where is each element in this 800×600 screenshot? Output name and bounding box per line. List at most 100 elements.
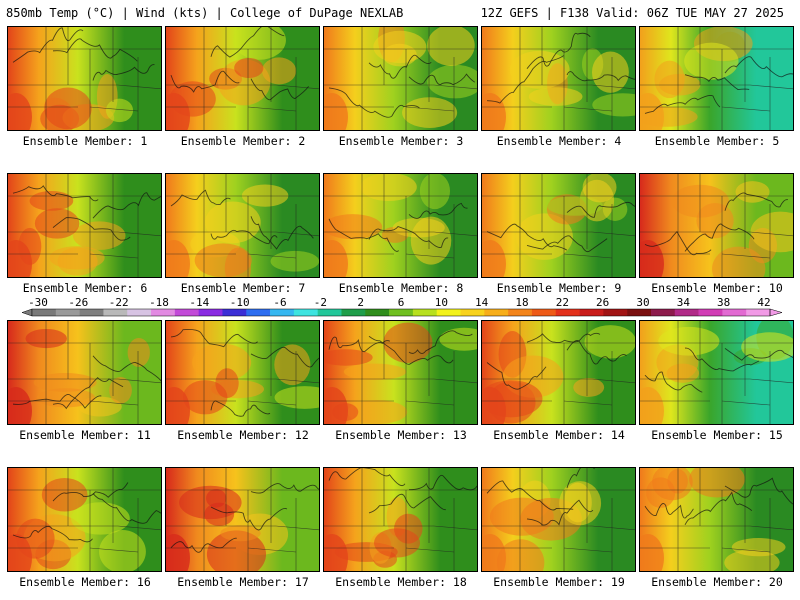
colorbar-tick-label: -22 <box>109 296 129 309</box>
ensemble-member-label: Ensemble Member: 7 <box>180 281 306 295</box>
colorbar-segment <box>32 309 57 316</box>
ensemble-map-panel <box>481 467 636 572</box>
colorbar-tick-label: 22 <box>556 296 569 309</box>
colorbar-segment <box>365 309 390 316</box>
colorbar-segment <box>722 309 747 316</box>
ensemble-map-panel <box>481 320 636 425</box>
colorbar-segment <box>436 309 461 316</box>
colorbar-segment <box>389 309 414 316</box>
colorbar-segment <box>484 309 509 316</box>
ensemble-member-label: Ensemble Member: 20 <box>651 575 783 589</box>
temperature-field-map <box>166 468 319 571</box>
temperature-field-map <box>640 174 793 277</box>
colorbar-segment <box>627 309 652 316</box>
temperature-field-map <box>324 468 477 571</box>
ensemble-member-label: Ensemble Member: 19 <box>493 575 625 589</box>
temperature-field-map <box>324 27 477 130</box>
colorbar-tick-label: 6 <box>398 296 405 309</box>
colorbar-tick-label: 10 <box>435 296 448 309</box>
temperature-field-map <box>324 174 477 277</box>
ensemble-map-panel <box>323 173 478 278</box>
colorbar-tick-label: 30 <box>636 296 649 309</box>
ensemble-map-panel <box>639 467 794 572</box>
ensemble-map-panel <box>639 26 794 131</box>
ensemble-map-panel <box>639 320 794 425</box>
ensemble-member-label: Ensemble Member: 14 <box>493 428 625 442</box>
ensemble-member-label: Ensemble Member: 8 <box>338 281 464 295</box>
temperature-field-map <box>482 174 635 277</box>
temperature-field-map <box>640 321 793 424</box>
colorbar-tick-label: -14 <box>189 296 209 309</box>
temperature-field-map <box>8 27 161 130</box>
ensemble-map-panel <box>323 467 478 572</box>
ensemble-member-label: Ensemble Member: 16 <box>19 575 151 589</box>
ensemble-member-label: Ensemble Member: 6 <box>22 281 148 295</box>
ensemble-map-panel <box>7 320 162 425</box>
ensemble-member-label: Ensemble Member: 3 <box>338 134 464 148</box>
ensemble-member-label: Ensemble Member: 9 <box>496 281 622 295</box>
colorbar-segment <box>103 309 128 316</box>
ensemble-map-panel <box>165 467 320 572</box>
ensemble-member-label: Ensemble Member: 2 <box>180 134 306 148</box>
ensemble-member-label: Ensemble Member: 5 <box>654 134 780 148</box>
ensemble-member-label: Ensemble Member: 18 <box>335 575 467 589</box>
colorbar-tick-label: -6 <box>273 296 286 309</box>
temperature-field-map <box>640 468 793 571</box>
colorbar-segment <box>127 309 152 316</box>
colorbar-segment <box>79 309 104 316</box>
colorbar-tick-label: 2 <box>357 296 364 309</box>
map-title: 850mb Temp (°C) | Wind (kts) | College o… <box>6 6 404 20</box>
ensemble-member-label: Ensemble Member: 15 <box>651 428 783 442</box>
temperature-field-map <box>8 468 161 571</box>
temperature-field-map <box>482 468 635 571</box>
colorbar-segment <box>317 309 342 316</box>
colorbar-segment <box>579 309 604 316</box>
colorbar-segment <box>270 309 295 316</box>
colorbar-tick-label: 38 <box>717 296 730 309</box>
ensemble-member-label: Ensemble Member: 17 <box>177 575 309 589</box>
ensemble-member-label: Ensemble Member: 11 <box>19 428 151 442</box>
temperature-field-map <box>324 321 477 424</box>
temperature-field-map <box>166 27 319 130</box>
colorbar-segment <box>246 309 271 316</box>
colorbar-segment <box>746 309 771 316</box>
temperature-field-map <box>482 321 635 424</box>
ensemble-member-label: Ensemble Member: 10 <box>651 281 783 295</box>
colorbar-segment <box>460 309 485 316</box>
ensemble-map-panel <box>639 173 794 278</box>
temperature-field-map <box>482 27 635 130</box>
ensemble-member-label: Ensemble Member: 13 <box>335 428 467 442</box>
colorbar-segment <box>151 309 176 316</box>
colorbar-tick-label: 14 <box>475 296 489 309</box>
ensemble-member-label: Ensemble Member: 4 <box>496 134 622 148</box>
temperature-field-map <box>640 27 793 130</box>
colorbar-segment <box>674 309 699 316</box>
model-valid-time: 12Z GEFS | F138 Valid: 06Z TUE MAY 27 20… <box>480 6 784 20</box>
colorbar-segment <box>174 309 199 316</box>
colorbar-segment <box>603 309 628 316</box>
colorbar-segment <box>222 309 247 316</box>
temperature-colorbar: -30 -26 -22 -18 -14 -10 -6 -2 2 6 10 14 18 22 26 30 34 38… <box>21 296 783 317</box>
colorbar-tick-label: -2 <box>314 296 327 309</box>
colorbar-segment <box>698 309 723 316</box>
ensemble-map-panel <box>7 26 162 131</box>
ensemble-map-panel <box>7 173 162 278</box>
colorbar-segment <box>412 309 438 316</box>
colorbar-segment <box>508 309 533 316</box>
ensemble-map-panel <box>165 320 320 425</box>
ensemble-member-label: Ensemble Member: 1 <box>22 134 148 148</box>
colorbar-segment <box>341 309 366 316</box>
colorbar-tick-label: -26 <box>68 296 88 309</box>
ensemble-map-panel <box>165 173 320 278</box>
ensemble-map-panel <box>165 26 320 131</box>
colorbar-segment <box>198 309 223 316</box>
colorbar-tick-label: -18 <box>149 296 169 309</box>
temperature-field-map <box>8 321 161 424</box>
colorbar-tick-label: 18 <box>515 296 528 309</box>
colorbar-segment <box>55 309 80 316</box>
ensemble-map-panel <box>481 26 636 131</box>
colorbar-tick-label: 42 <box>757 296 770 309</box>
colorbar-tick-label: 34 <box>677 296 691 309</box>
temperature-field-map <box>166 321 319 424</box>
ensemble-map-panel <box>323 320 478 425</box>
